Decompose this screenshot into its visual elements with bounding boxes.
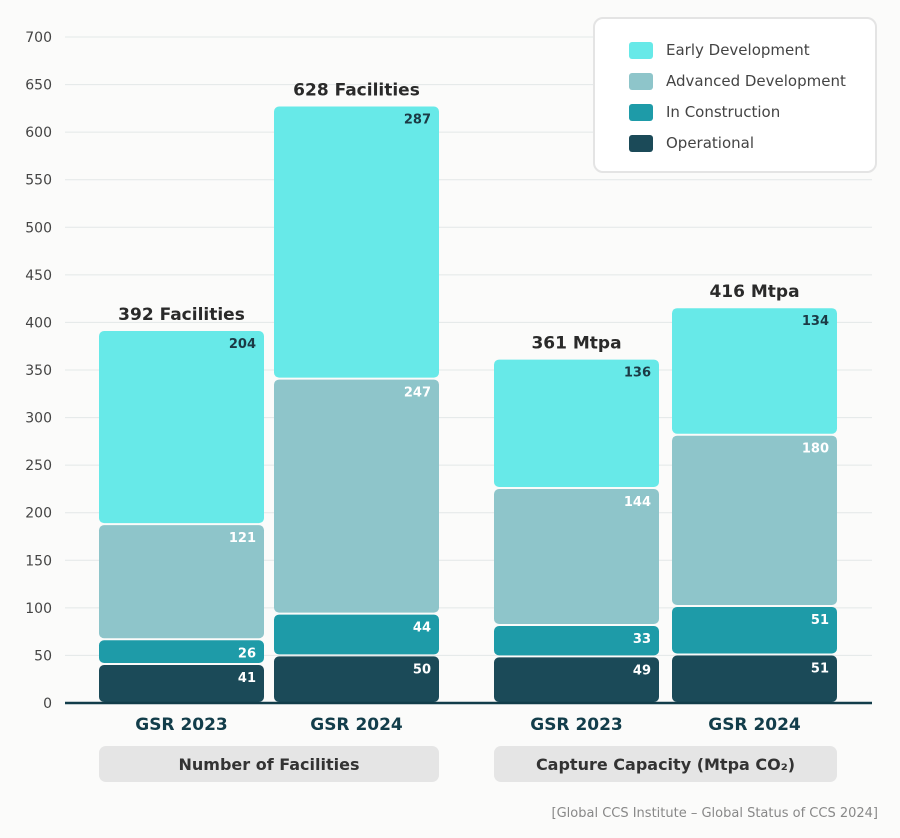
x-tick-label: GSR 2023 [135, 715, 228, 735]
data-label: 121 [229, 531, 256, 546]
bar-segment-operational [672, 655, 837, 702]
x-tick-label: GSR 2023 [530, 715, 623, 735]
y-tick-label: 450 [25, 268, 52, 284]
total-label: 628 Facilities [293, 81, 420, 101]
y-tick-label: 150 [25, 553, 52, 569]
y-tick-label: 550 [25, 173, 52, 189]
bar-segment-advanced-development [494, 488, 659, 624]
y-tick-label: 350 [25, 363, 52, 379]
bar-segment-advanced-development [672, 435, 837, 605]
data-label: 204 [229, 337, 256, 352]
data-label: 136 [624, 366, 651, 381]
legend-swatch [629, 41, 653, 59]
legend-label: Advanced Development [666, 72, 846, 90]
bar-segment-early-development [494, 359, 659, 487]
group-label-facilities: Number of Facilities [99, 746, 439, 782]
y-tick-label: 50 [34, 648, 52, 664]
data-label: 44 [413, 621, 431, 636]
y-tick-label: 650 [25, 78, 52, 94]
legend-item-operational: Operational [629, 134, 754, 152]
bar-segment-in-construction [494, 625, 659, 656]
legend-label: Early Development [666, 41, 810, 59]
y-tick-label: 700 [25, 30, 52, 46]
y-tick-label: 400 [25, 315, 52, 331]
group-label-capacity: Capture Capacity (Mtpa CO₂) [494, 746, 837, 782]
legend-label: Operational [666, 134, 755, 152]
bar-segment-early-development [274, 106, 439, 378]
y-tick-label: 0 [43, 696, 52, 712]
data-label: 41 [238, 671, 256, 686]
bar-segment-in-construction [274, 614, 439, 655]
data-label: 144 [624, 495, 651, 510]
y-tick-label: 600 [25, 125, 52, 141]
legend-swatch [629, 134, 653, 152]
bar-segment-in-construction [99, 640, 264, 663]
bar-segment-early-development [99, 331, 264, 524]
bar-segment-operational [99, 664, 264, 702]
data-label: 51 [811, 661, 829, 676]
y-tick-label: 500 [25, 220, 52, 236]
total-label: 416 Mtpa [709, 282, 799, 302]
x-tick-label: GSR 2024 [708, 715, 801, 735]
legend-item-in-construction: In Construction [629, 103, 780, 121]
legend-label: In Construction [666, 103, 781, 121]
data-label: 180 [802, 442, 829, 457]
y-tick-label: 200 [25, 506, 52, 522]
x-tick-label: GSR 2024 [310, 715, 403, 735]
bar-segment-in-construction [672, 606, 837, 654]
legend: Early Development Advanced Development I… [593, 17, 877, 173]
bar-segment-operational [274, 656, 439, 702]
data-label: 51 [811, 613, 829, 628]
data-label: 287 [404, 113, 431, 128]
data-label: 33 [633, 632, 651, 647]
data-label: 49 [633, 663, 651, 678]
total-label: 361 Mtpa [531, 334, 621, 354]
legend-swatch [629, 103, 653, 121]
data-label: 26 [238, 646, 256, 661]
total-label: 392 Facilities [118, 305, 245, 325]
bar-segment-advanced-development [274, 379, 439, 613]
y-tick-label: 300 [25, 411, 52, 427]
y-tick-label: 250 [25, 458, 52, 474]
source-note: [Global CCS Institute – Global Status of… [551, 806, 878, 821]
legend-item-advanced-development: Advanced Development [629, 72, 846, 90]
data-label: 134 [802, 314, 829, 329]
y-tick-label: 100 [25, 601, 52, 617]
data-label: 247 [404, 386, 431, 401]
legend-item-early-development: Early Development [629, 41, 810, 59]
bar-segment-operational [494, 657, 659, 702]
bar-segment-early-development [672, 308, 837, 434]
legend-swatch [629, 72, 653, 90]
data-label: 50 [413, 662, 431, 677]
bar-segment-advanced-development [99, 525, 264, 639]
